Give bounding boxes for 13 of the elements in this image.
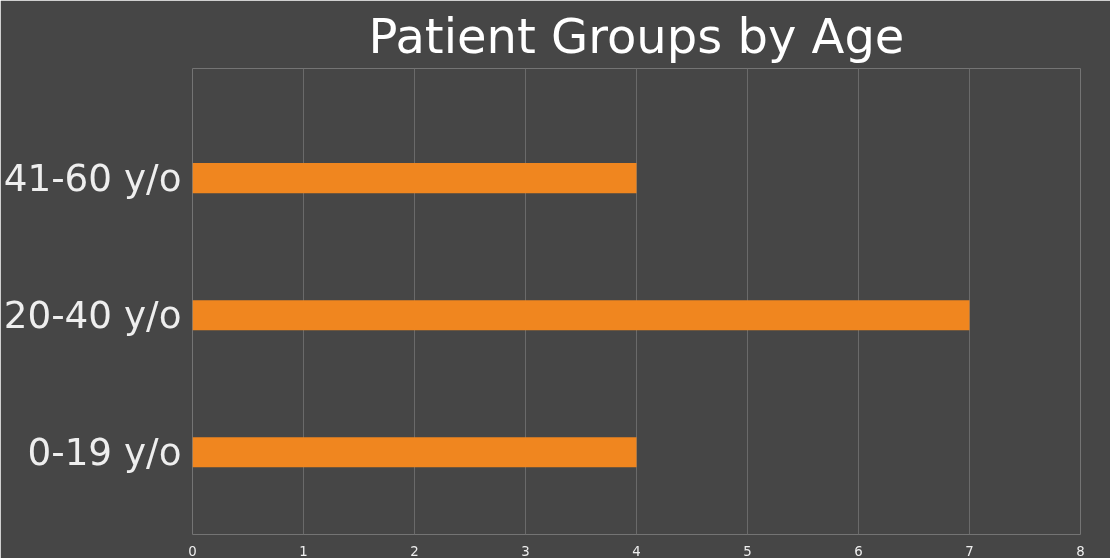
y-tick-label: 20-40 y/o (3, 293, 182, 338)
x-tick-label: 0 (188, 543, 197, 558)
x-tick-label: 6 (854, 543, 863, 558)
x-tick-label: 5 (743, 543, 752, 558)
x-tick-label: 7 (965, 543, 974, 558)
x-tick-label: 8 (1076, 543, 1085, 558)
chart-title: Patient Groups by Age (368, 7, 905, 64)
x-tick-label: 3 (521, 543, 530, 558)
y-tick-label: 41-60 y/o (3, 156, 182, 201)
y-tick-label: 0-19 y/o (27, 430, 182, 475)
x-tick-label: 4 (632, 543, 641, 558)
x-tick-label: 1 (299, 543, 308, 558)
x-tick-label: 2 (410, 543, 419, 558)
